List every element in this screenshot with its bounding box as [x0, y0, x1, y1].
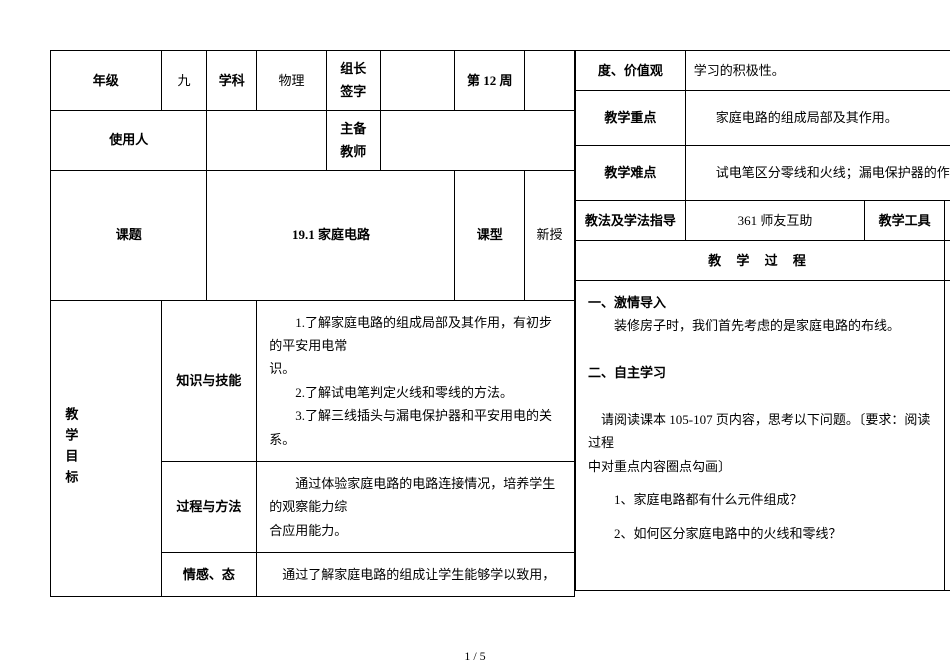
- teaching-process-content: 一、激情导入 装修房子时，我们首先考虑的是家庭电路的布线。 二、自主学习 请阅读…: [576, 281, 945, 591]
- method-label: 教法及学法指导: [576, 201, 686, 241]
- topic-value: 19.1 家庭电路: [207, 170, 455, 300]
- difficulty-label: 教学难点: [576, 146, 686, 201]
- grade-value: 九: [161, 51, 207, 111]
- process-extra: 复: [945, 241, 950, 281]
- objectives-section-label: 教学目标: [51, 300, 162, 597]
- week-label: 第 12 周: [455, 51, 525, 111]
- emotion-attitude-text: 通过了解家庭电路的组成让学生能够学以致用，: [257, 553, 575, 597]
- process-method-label: 过程与方法: [161, 461, 257, 552]
- attitude-value-text: 学习的积极性。: [685, 51, 950, 91]
- process-method-text: 通过体验家庭电路的电路连接情况，培养学生的观察能力综 合应用能力。: [257, 461, 575, 552]
- tool-label: 教学工具: [865, 201, 945, 241]
- tool-value: [945, 201, 950, 241]
- topic-label: 课题: [51, 170, 207, 300]
- method-value: 361 师友互助: [685, 201, 864, 241]
- leader-sign-label: 组长签字: [326, 51, 380, 111]
- knowledge-skill-text: 1.了解家庭电路的组成局部及其作用，有初步的平安用电常 识。 2.了解试电笔判定…: [257, 300, 575, 461]
- process-side-cell: [945, 281, 950, 591]
- selfstudy-line-2: 中对重点内容圈点勾画〕: [588, 455, 932, 478]
- intro-line: 装修房子时，我们首先考虑的是家庭电路的布线。: [588, 314, 932, 337]
- grade-label: 年级: [51, 51, 162, 111]
- week-extra: [525, 51, 575, 111]
- difficulty-text: 试电笔区分零线和火线；漏电保护器的作用。: [685, 146, 950, 201]
- document-page: 年级 九 学科 物理 组长签字 第 12 周 使用人 主备教师 课题 19.1 …: [0, 0, 950, 672]
- lesson-type-label: 课型: [455, 170, 525, 300]
- page-number: 1 / 5: [0, 649, 950, 664]
- user-value: [207, 110, 326, 170]
- knowledge-skill-label: 知识与技能: [161, 300, 257, 461]
- selfstudy-line-1: 请阅读课本 105-107 页内容，思考以下问题。〔要求：阅读过程: [588, 408, 932, 455]
- heading-intro: 一、激情导入: [588, 291, 932, 314]
- lesson-plan-right-table: 度、价值观 学习的积极性。 教学重点 家庭电路的组成局部及其作用。 教学难点 试…: [575, 50, 950, 591]
- heading-selfstudy: 二、自主学习: [588, 361, 932, 384]
- attitude-value-label: 度、价值观: [576, 51, 686, 91]
- lesson-type-value: 新授: [525, 170, 575, 300]
- focus-label: 教学重点: [576, 91, 686, 146]
- focus-text: 家庭电路的组成局部及其作用。: [685, 91, 950, 146]
- subject-label: 学科: [207, 51, 257, 111]
- main-teacher-label: 主备教师: [326, 110, 380, 170]
- user-label: 使用人: [51, 110, 207, 170]
- question-1: 1、家庭电路都有什么元件组成？: [588, 488, 932, 511]
- leader-sign-value: [380, 51, 455, 111]
- subject-value: 物理: [257, 51, 327, 111]
- emotion-attitude-label: 情感、态: [161, 553, 257, 597]
- process-label: 教 学 过 程: [576, 241, 945, 281]
- lesson-plan-left-table: 年级 九 学科 物理 组长签字 第 12 周 使用人 主备教师 课题 19.1 …: [50, 50, 575, 597]
- question-2: 2、如何区分家庭电路中的火线和零线？: [588, 522, 932, 545]
- main-teacher-value: [380, 110, 574, 170]
